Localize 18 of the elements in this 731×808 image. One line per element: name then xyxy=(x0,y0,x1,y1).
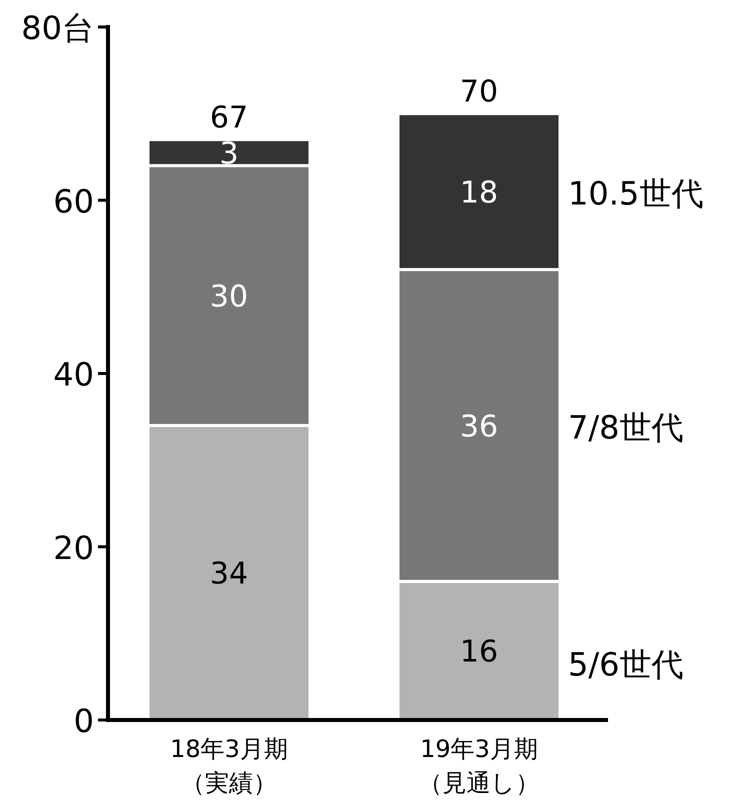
data-label: 18 xyxy=(460,176,498,211)
y-tick-label: 40 xyxy=(53,356,94,394)
data-label: 16 xyxy=(460,634,498,670)
series-label: 10.5世代 xyxy=(568,174,704,213)
total-label: 70 xyxy=(460,74,498,110)
x-tick-label: 18年3月期（実績） xyxy=(170,735,288,797)
y-tick-label: 80台 xyxy=(21,9,94,47)
data-label: 30 xyxy=(210,280,248,315)
total-label: 67 xyxy=(210,100,248,136)
y-tick-label: 0 xyxy=(74,702,94,740)
data-label: 34 xyxy=(210,556,248,592)
y-tick-label: 60 xyxy=(53,182,94,220)
data-label: 3 xyxy=(219,136,239,172)
series-label: 5/6世代 xyxy=(568,646,684,684)
data-label: 36 xyxy=(460,409,498,444)
x-tick-label: 19年3月期（見通し） xyxy=(418,735,540,797)
y-tick-label: 20 xyxy=(53,528,94,567)
series-label: 7/8世代 xyxy=(568,408,684,446)
